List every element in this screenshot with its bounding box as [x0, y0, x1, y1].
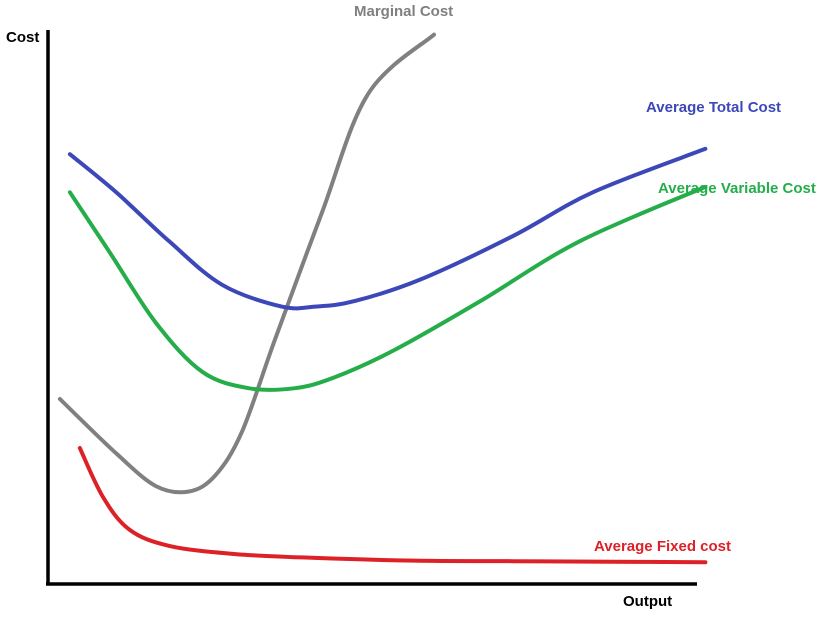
series-group [57, 32, 708, 565]
y-axis-label: Cost [6, 29, 39, 46]
series-line-mc [57, 32, 436, 495]
series-label-average-fixed-cost: Average Fixed cost [594, 538, 731, 555]
x-axis-label: Output [623, 593, 672, 610]
series-line-avc [67, 184, 708, 392]
series-line-atc [67, 146, 708, 311]
series-line-afc [77, 446, 708, 565]
series-label-average-total-cost: Average Total Cost [646, 99, 781, 116]
series-label-average-variable-cost: Average Variable Cost [658, 180, 816, 197]
series-label-marginal-cost: Marginal Cost [354, 3, 453, 20]
